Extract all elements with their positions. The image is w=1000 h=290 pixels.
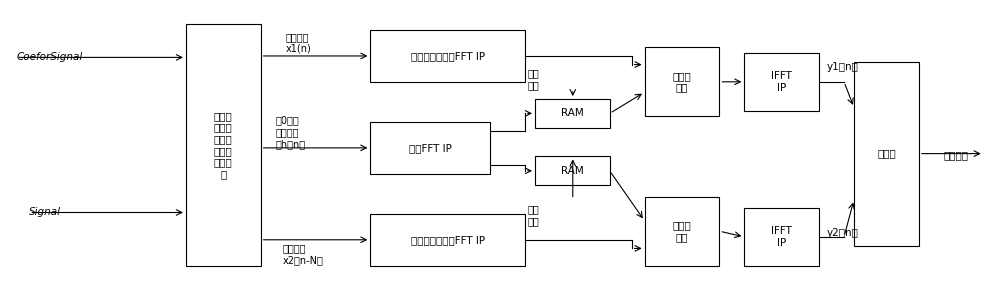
Text: RAM: RAM	[561, 166, 584, 176]
Text: 偶数序列
x2（n-N）: 偶数序列 x2（n-N）	[283, 243, 323, 265]
FancyBboxPatch shape	[186, 24, 261, 266]
FancyBboxPatch shape	[535, 157, 610, 185]
Text: RAM: RAM	[561, 108, 584, 118]
Text: 复数乘
法器: 复数乘 法器	[673, 220, 691, 242]
Text: y2（n）: y2（n）	[827, 228, 859, 238]
Text: 奇数序列
x1(n): 奇数序列 x1(n)	[286, 32, 311, 54]
Text: 寻址
信号: 寻址 信号	[528, 204, 540, 226]
FancyBboxPatch shape	[370, 30, 525, 82]
Text: 第一个分段信号FFT IP: 第一个分段信号FFT IP	[411, 51, 485, 61]
FancyBboxPatch shape	[744, 208, 819, 266]
Text: 系数FFT IP: 系数FFT IP	[409, 143, 452, 153]
FancyBboxPatch shape	[645, 197, 719, 266]
Text: CoeforSignal: CoeforSignal	[16, 52, 83, 62]
Text: 补0之后
的系数序
列h（n）: 补0之后 的系数序 列h（n）	[276, 115, 306, 149]
FancyBboxPatch shape	[744, 53, 819, 110]
FancyBboxPatch shape	[854, 62, 919, 246]
Text: Signal: Signal	[29, 208, 61, 218]
Text: 信号输出: 信号输出	[944, 150, 969, 160]
Text: y1（n）: y1（n）	[827, 62, 859, 72]
Text: 寻址
信号: 寻址 信号	[528, 68, 540, 90]
Text: 复数乘
法器: 复数乘 法器	[673, 71, 691, 93]
Text: 系数与
信号分
段补零
模块与
控制模
块: 系数与 信号分 段补零 模块与 控制模 块	[214, 111, 233, 179]
FancyBboxPatch shape	[370, 122, 490, 174]
Text: IFFT
IP: IFFT IP	[771, 71, 792, 93]
Text: 第二个分段信号FFT IP: 第二个分段信号FFT IP	[411, 235, 485, 245]
Text: 加法器: 加法器	[877, 148, 896, 159]
FancyBboxPatch shape	[370, 214, 525, 266]
FancyBboxPatch shape	[645, 47, 719, 116]
Text: IFFT
IP: IFFT IP	[771, 226, 792, 248]
FancyBboxPatch shape	[535, 99, 610, 128]
